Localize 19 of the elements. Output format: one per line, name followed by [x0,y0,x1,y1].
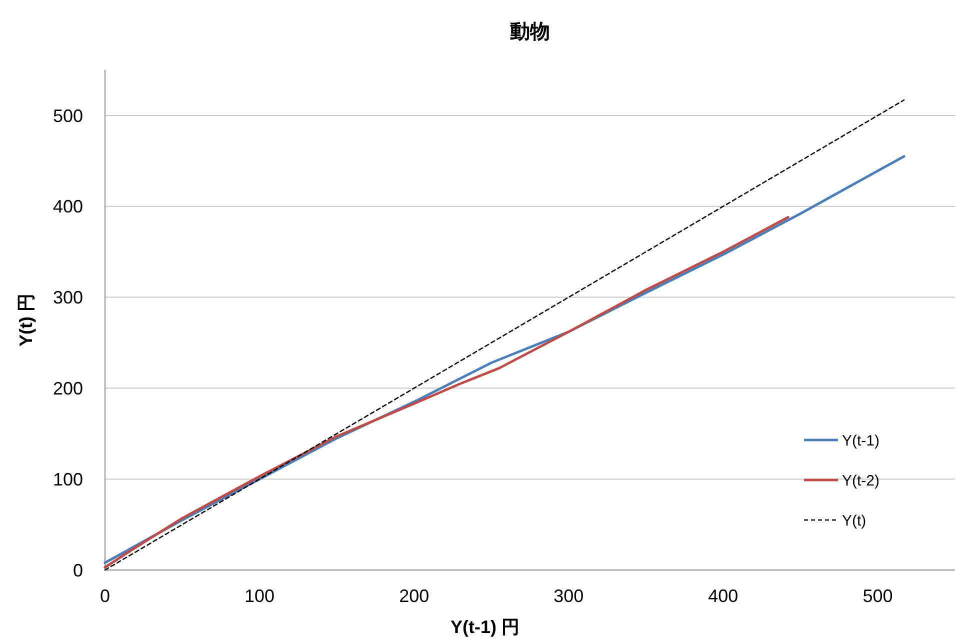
legend-label: Y(t) [842,512,866,530]
chart-title: 動物 [509,21,550,43]
line-series [104,216,790,569]
x-tick-label: 100 [244,586,275,606]
y-tick-label: 300 [52,288,83,308]
x-tick-label: 400 [708,586,738,606]
y-tick-label: 100 [52,469,83,490]
legend-label: Y(t-1) [842,432,880,450]
x-tick-label: 500 [862,586,893,606]
y-tick-label: 500 [52,106,83,126]
y-axis-title: Y(t) 円 [16,294,36,346]
y-tick-label: 200 [52,378,83,398]
x-tick-label: 300 [554,586,584,606]
x-axis-title: Y(t-1) 円 [450,617,520,637]
y-tick-label: 0 [72,560,83,580]
y-tick-label: 400 [52,196,83,217]
x-tick-label: 200 [399,586,430,606]
legend-label: Y(t-2) [842,472,880,490]
x-tick-label: 0 [100,586,110,606]
